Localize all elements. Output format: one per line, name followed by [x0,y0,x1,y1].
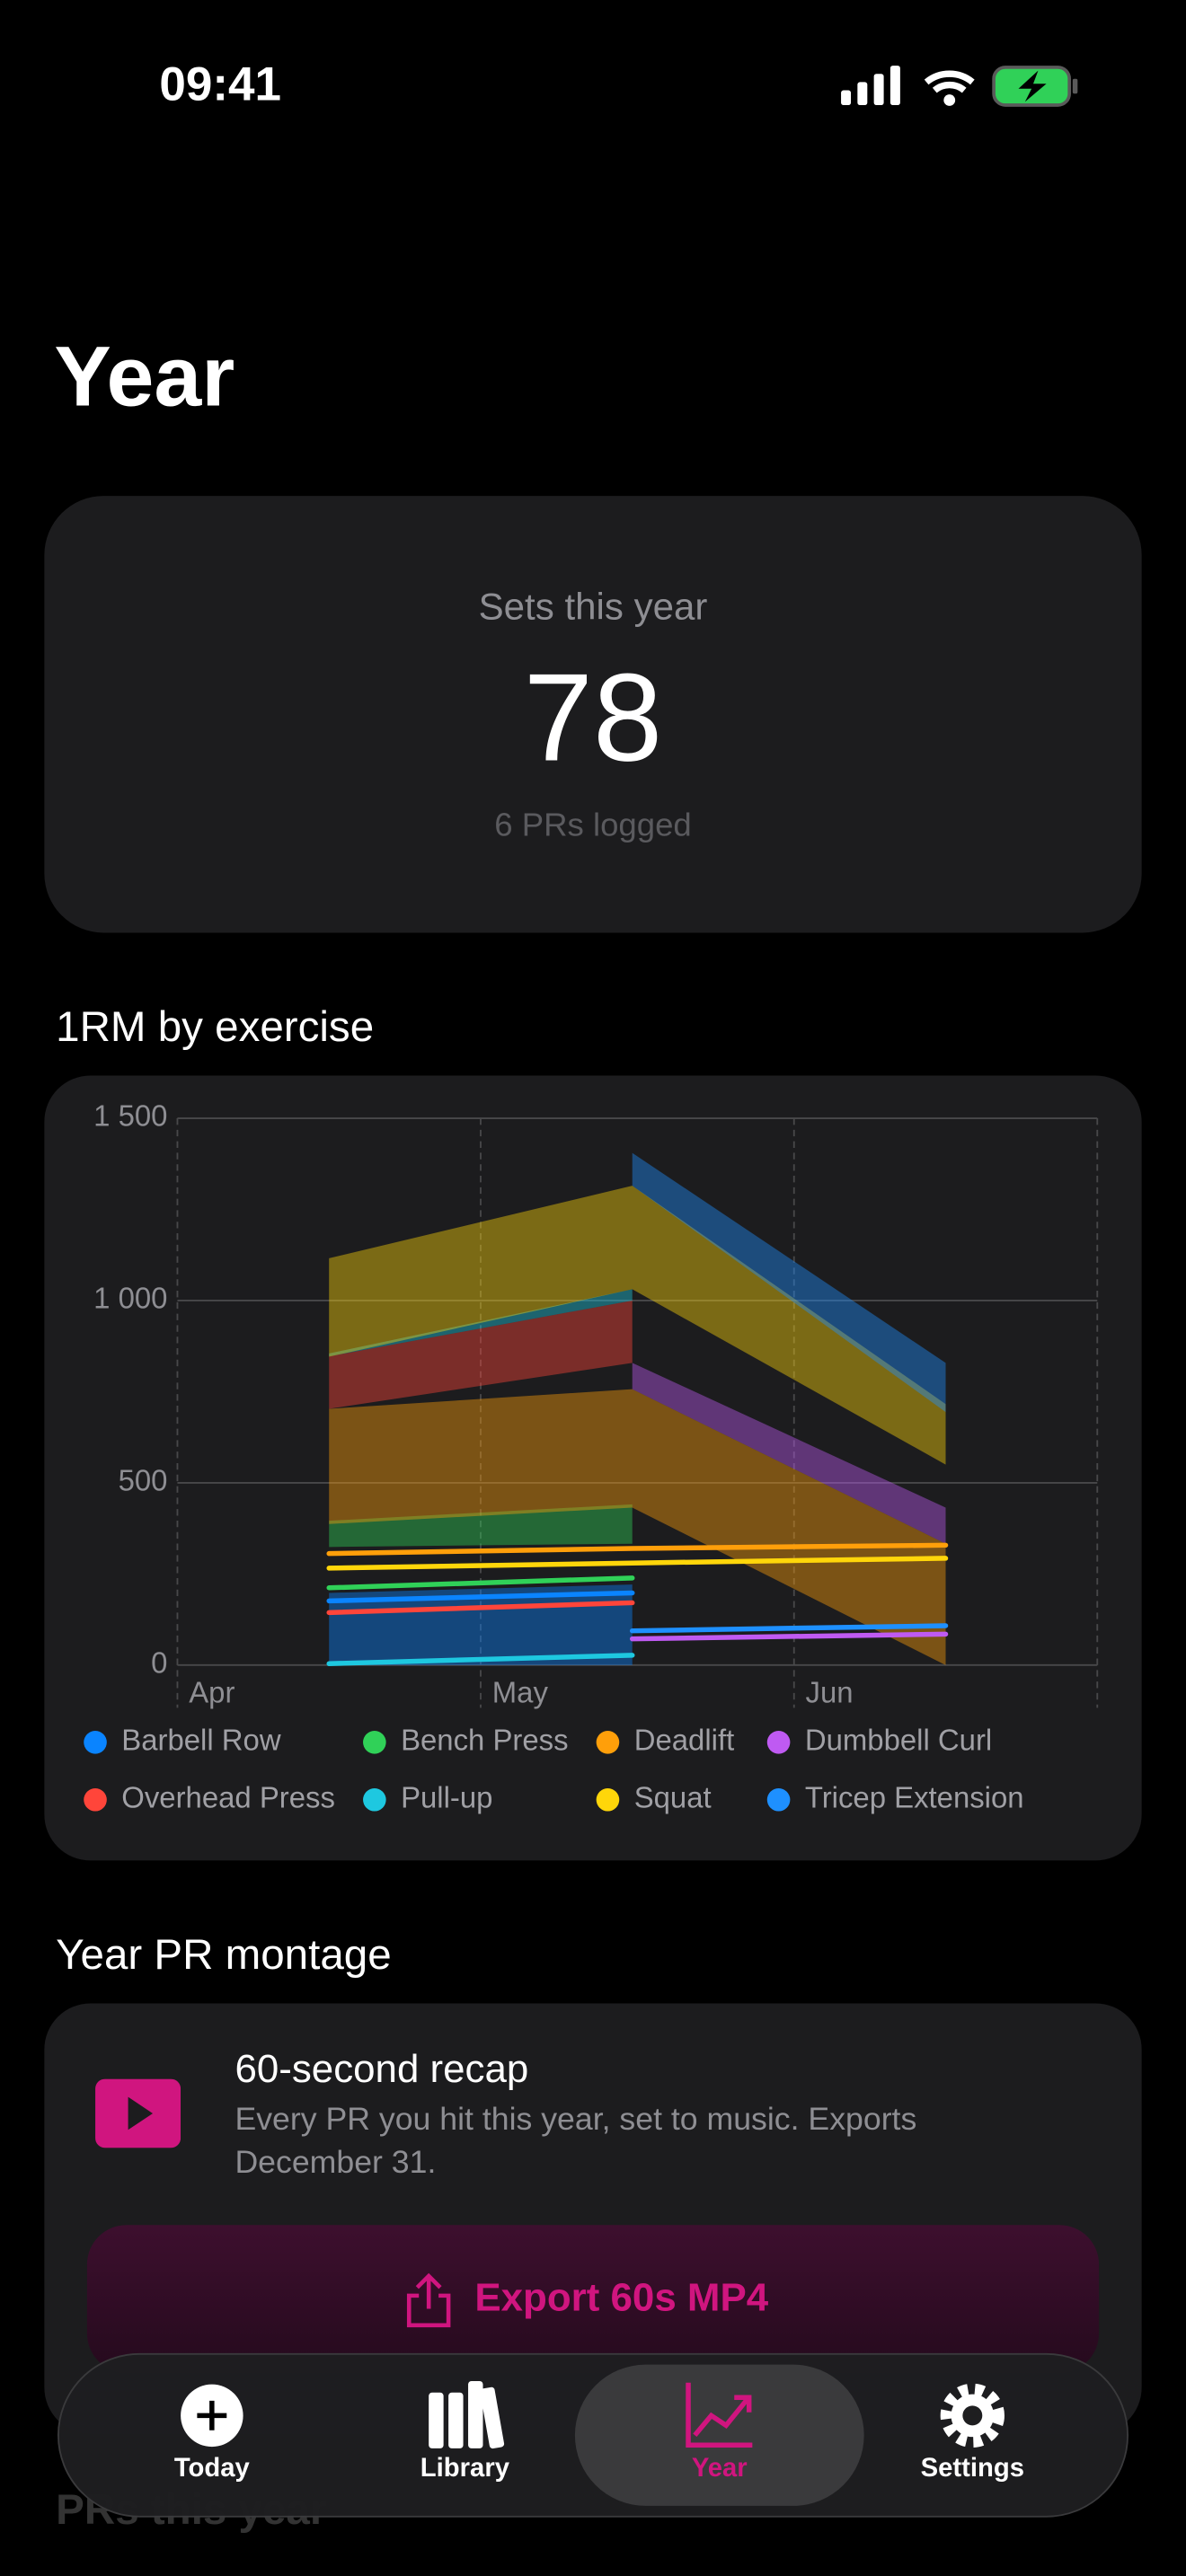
y-tick-label: 1 500 [93,1099,167,1133]
series-line [326,1575,635,1591]
share-icon [406,2272,451,2328]
x-tick-label: Apr [189,1675,235,1708]
tab-label[interactable]: Today [173,2455,250,2483]
legend-marker [84,1787,107,1812]
range-band [329,1289,633,1357]
legend-marker [766,1787,791,1812]
x-tick-label: Jun [806,1675,854,1708]
series-line [326,1590,635,1604]
legend-label: Tricep Extension [805,1780,1024,1813]
summary-label: Sets this year [478,584,708,628]
legend-marker [84,1730,107,1754]
montage-description: Every PR you hit this year, set to music… [235,2102,917,2181]
range-band [632,1152,946,1413]
y-tick-label: 500 [119,1464,168,1497]
chart-card [44,1075,1142,1861]
legend-marker [363,1730,386,1754]
tab-highlight [574,2364,864,2506]
range-band [329,1186,946,1465]
series-line [326,1600,635,1616]
legend-marker [766,1730,791,1754]
x-tick-label: May [492,1675,549,1708]
legend-label: Overhead Press [121,1780,335,1813]
series-line [629,1631,949,1642]
section-title: Year PR montage [56,1929,392,1980]
page-title: Year [54,330,235,426]
series-line [326,1556,949,1571]
legend-label: Dumbbell Curl [805,1723,992,1756]
range-band [329,1389,946,1665]
summary-card: Sets this year 78 6 PRs logged [44,496,1142,933]
legend-marker [596,1730,620,1754]
y-tick-label: 0 [151,1646,167,1680]
status-icons [841,66,1078,107]
series-line [629,1623,949,1634]
status-time: 09:41 [159,58,281,112]
range-band [329,1300,633,1409]
range-band [632,1363,946,1544]
range-band [329,1504,633,1548]
series-line [326,1653,635,1666]
series-line [326,1542,949,1557]
tab-label[interactable]: Settings [920,2455,1025,2483]
video-icon [95,2078,181,2148]
y-tick-label: 1 000 [93,1282,167,1315]
legend-marker [596,1787,620,1812]
legend-label: Barbell Row [121,1723,281,1756]
summary-value: 78 [523,648,663,789]
legend-label: Pull-up [401,1780,492,1813]
export-button[interactable]: Export 60s MP4 [86,2225,1100,2373]
section-title: 1RM by exercise [56,1001,375,1052]
tab-label[interactable]: Library [420,2455,509,2483]
tab-label[interactable]: Year [691,2455,748,2483]
legend-marker [363,1787,386,1812]
legend-label: Squat [634,1780,712,1813]
summary-note: 6 PRs logged [494,807,692,844]
tab-icons [181,2380,1005,2449]
legend-label: Bench Press [401,1723,568,1756]
export-label: Export 60s MP4 [474,2275,769,2321]
montage-title: 60-second recap [235,2047,529,2093]
legend-label: Deadlift [634,1723,735,1756]
